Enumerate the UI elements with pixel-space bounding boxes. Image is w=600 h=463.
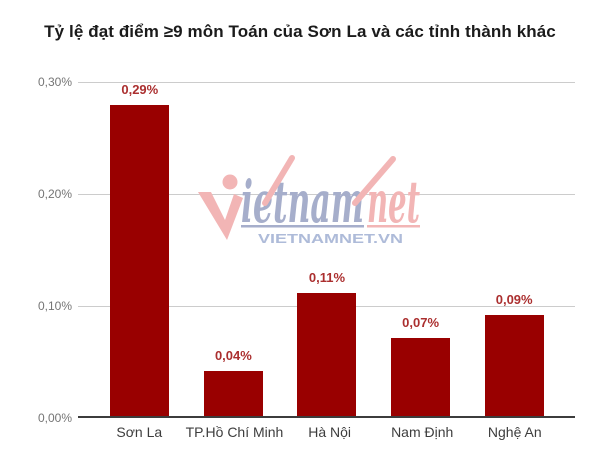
bar [484, 315, 544, 416]
x-axis-label: Hà Nội [308, 424, 352, 440]
bar-group: 0,29% 0,04% 0,11% 0,07% 0,09% [93, 82, 561, 416]
x-axis-label: TP.Hồ Chí Minh [185, 424, 284, 440]
y-axis-tick-000: 0,00% [37, 411, 72, 425]
x-axis-label: Nam Định [391, 424, 454, 440]
x-axis-labels: Sơn La TP.Hồ Chí Minh Hà Nội Nam Định Ng… [78, 424, 575, 440]
bar-value-label: 0,11% [308, 269, 346, 285]
bar [203, 371, 263, 416]
bar-column-ha-noi: 0,11% [280, 82, 374, 416]
bar-column-nghe-an: 0,09% [467, 82, 561, 416]
bar-value-label: 0,09% [495, 292, 533, 308]
y-axis-tick-030: 0,30% [37, 75, 72, 89]
y-axis-tick-010: 0,10% [37, 299, 72, 313]
bar-value-label: 0,07% [402, 314, 440, 330]
x-axis-label: Nghệ An [487, 424, 542, 440]
bar-value-label: 0,29% [121, 82, 159, 97]
plot-area: 0,29% 0,04% 0,11% 0,07% 0,09% [78, 82, 575, 418]
chart-title: Tỷ lệ đạt điểm ≥9 môn Toán của Sơn La và… [44, 22, 556, 41]
bar-column-nam-dinh: 0,07% [374, 82, 468, 416]
bar [110, 105, 170, 416]
bar-value-label: 0,04% [214, 348, 252, 364]
gridline-030 [78, 82, 575, 83]
y-axis-tick-020: 0,20% [37, 187, 72, 201]
bar [391, 337, 451, 416]
bar-column-tp-ho-chi-minh: 0,04% [187, 82, 281, 416]
bar-column-son-la: 0,29% [93, 82, 187, 416]
gridline-020 [78, 194, 575, 195]
bar [297, 292, 357, 416]
x-axis-label: Sơn La [116, 424, 163, 440]
